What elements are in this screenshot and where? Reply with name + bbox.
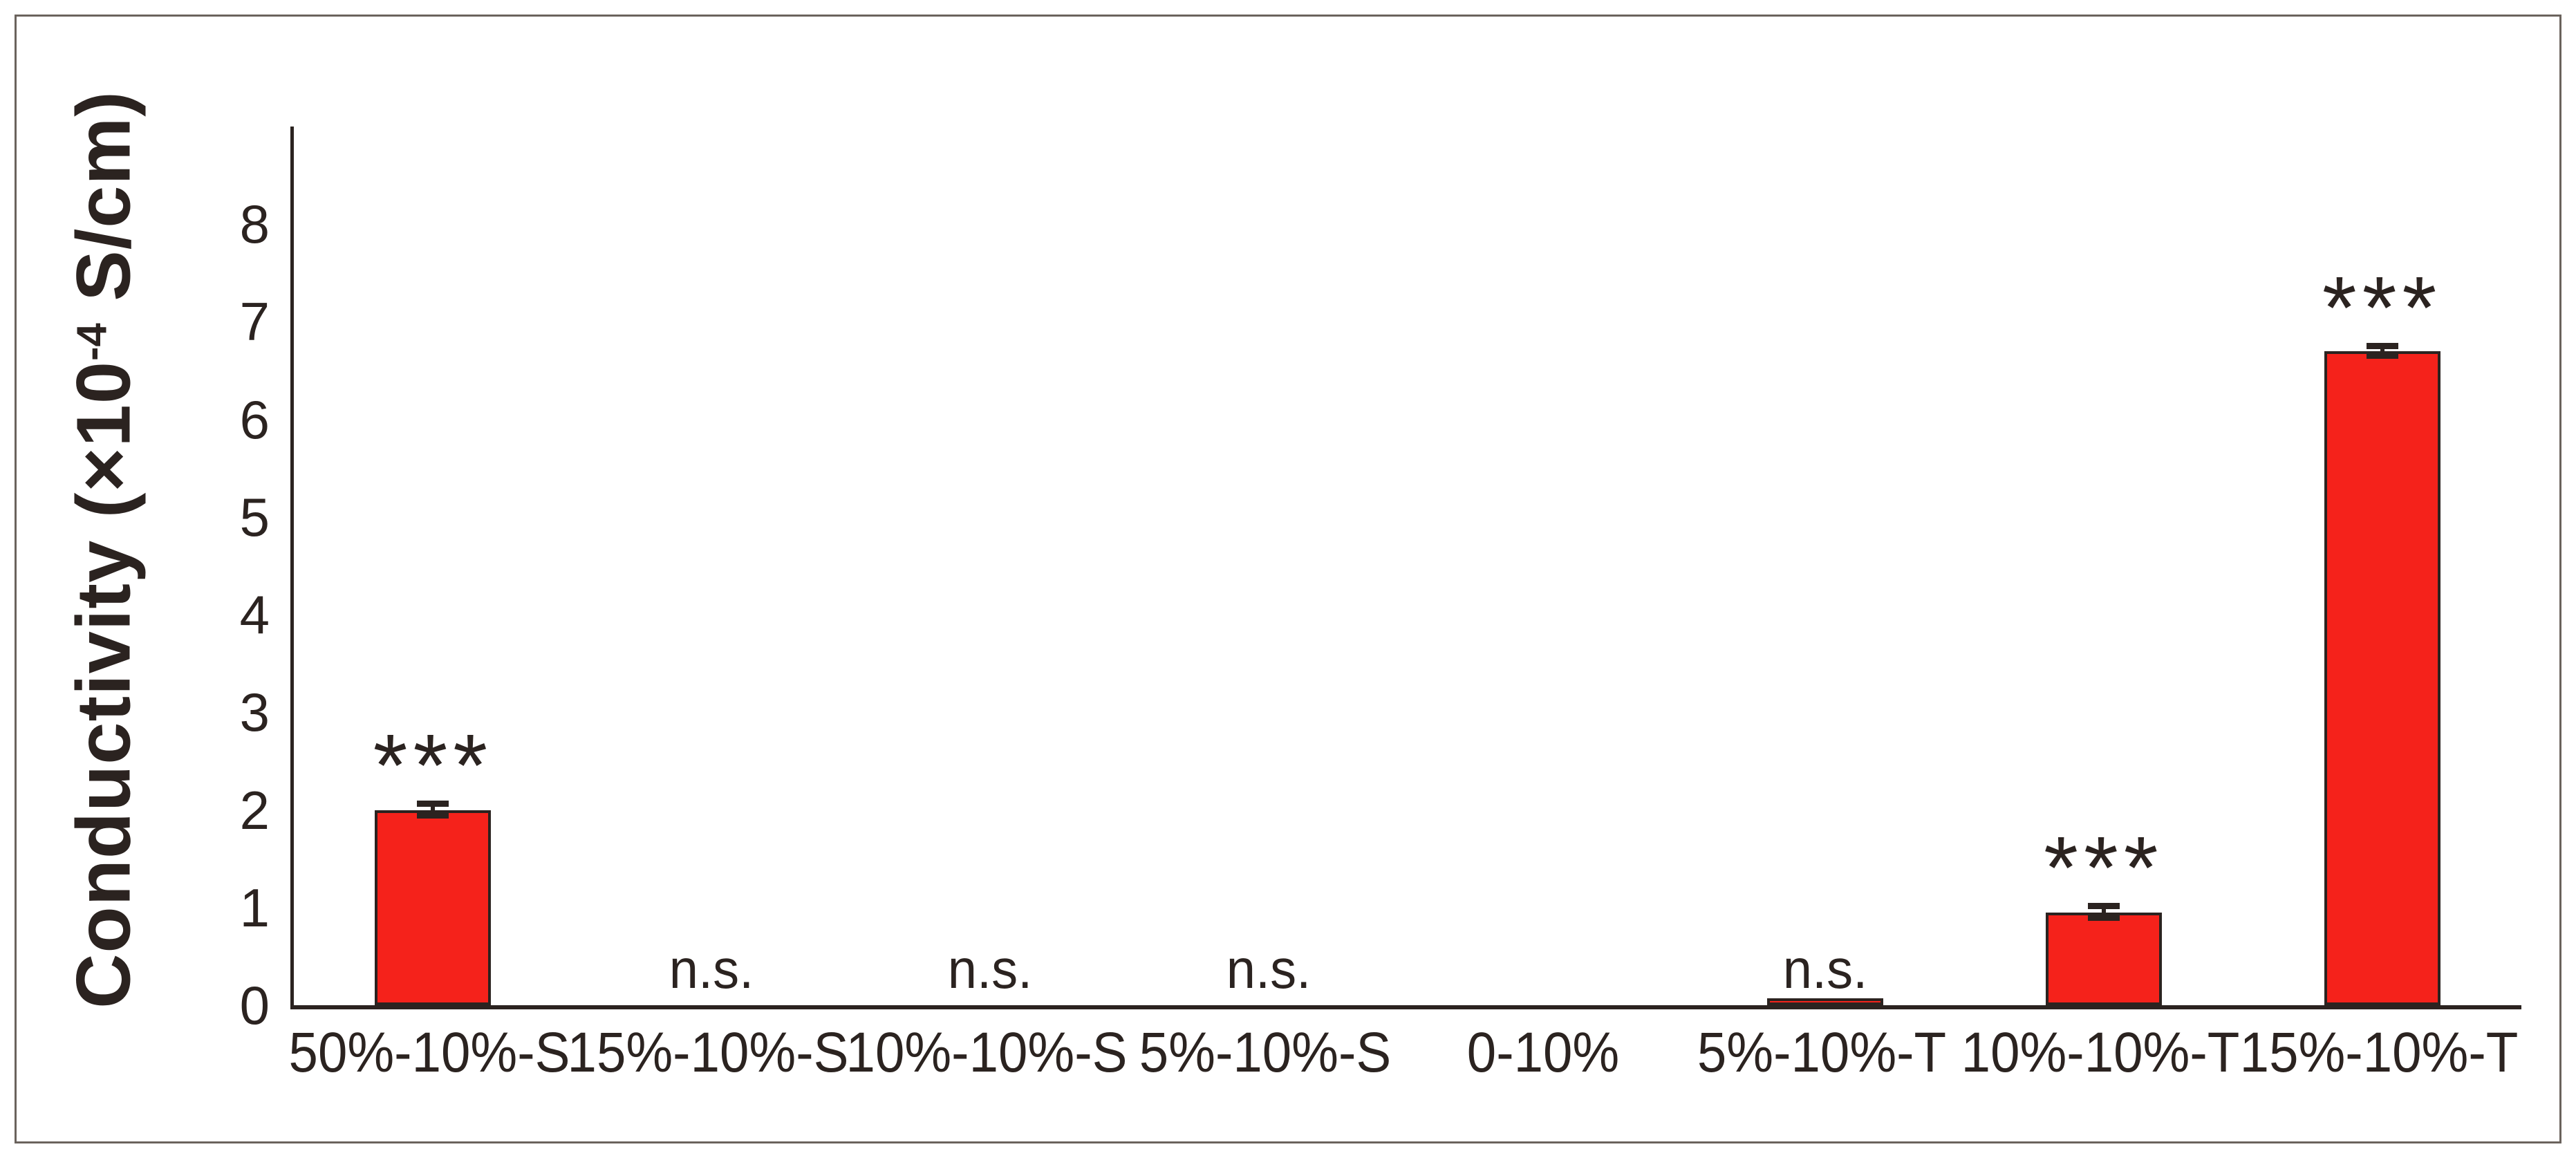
y-tick-label: 7	[239, 291, 270, 353]
error-bar	[2380, 346, 2384, 356]
y-tick-label: 3	[239, 682, 270, 743]
bar	[375, 810, 492, 1005]
x-tick-label: 50%-10%-S	[288, 1021, 570, 1084]
significance-label: ***	[2044, 819, 2164, 918]
x-tick-label: 0-10%	[1467, 1021, 1620, 1084]
significance-label: n.s.	[947, 938, 1033, 1000]
y-tick-label: 0	[239, 975, 270, 1036]
significance-label: ***	[2322, 258, 2443, 357]
y-axis-title-superscript: -4	[68, 323, 116, 361]
error-bar	[431, 804, 436, 816]
x-tick-label: 5%-10%-T	[1697, 1021, 1947, 1084]
significance-label: n.s.	[1226, 938, 1311, 1000]
error-bar-cap	[417, 812, 449, 819]
x-tick-label: 15%-10%-S	[567, 1021, 849, 1084]
x-tick-label: 15%-10%-T	[2239, 1021, 2518, 1084]
x-tick-label: 10%-10%-T	[1961, 1021, 2240, 1084]
x-tick-label: 10%-10%-S	[846, 1021, 1128, 1084]
y-tick-label: 2	[239, 779, 270, 841]
y-tick-label: 5	[239, 486, 270, 548]
significance-label: n.s.	[669, 938, 754, 1000]
x-tick-label: 5%-10%-S	[1139, 1021, 1391, 1084]
y-tick-label: 6	[239, 389, 270, 450]
bar	[1767, 998, 1884, 1005]
bar	[2324, 351, 2440, 1005]
significance-label: ***	[373, 716, 494, 816]
error-bar-cap	[417, 801, 449, 807]
plot-area: *** n.s. n.s. n.s. n.s. *** ***	[290, 127, 2521, 1009]
error-bar-cap	[2366, 352, 2398, 359]
y-tick-label: 8	[239, 194, 270, 255]
bar	[2045, 912, 2162, 1005]
y-tick-label: 4	[239, 584, 270, 646]
error-bar-cap	[2087, 915, 2120, 922]
error-bar-cap	[2366, 342, 2398, 349]
error-bar-cap	[2087, 903, 2120, 910]
y-tick-label: 1	[239, 877, 270, 938]
significance-label: n.s.	[1782, 938, 1868, 1000]
error-bar	[2101, 906, 2106, 919]
